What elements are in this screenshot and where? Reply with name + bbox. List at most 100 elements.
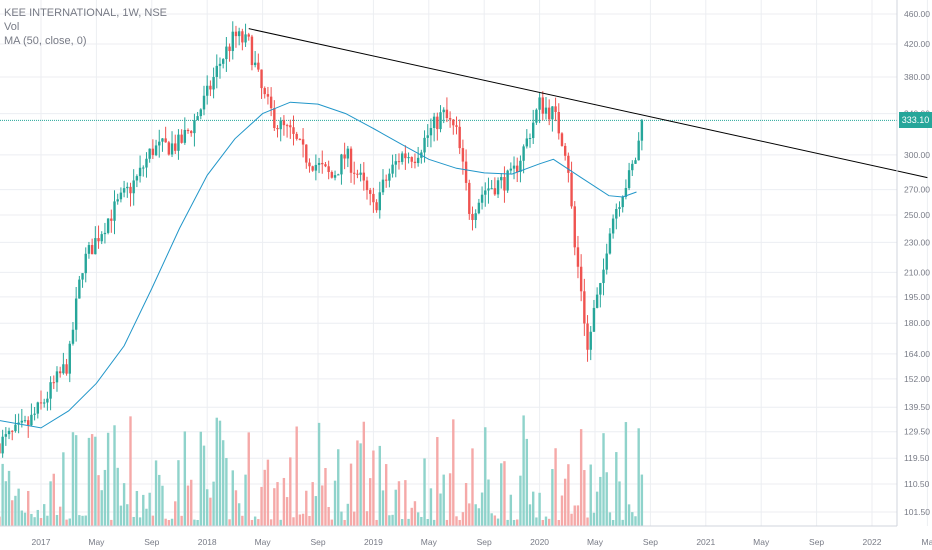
trend-line[interactable] <box>248 28 928 179</box>
candle-body <box>285 125 289 127</box>
volume-bar <box>372 450 375 526</box>
volume-bar <box>116 467 119 526</box>
volume-bar <box>375 519 378 526</box>
candle-body <box>464 161 468 183</box>
candle-body <box>611 218 615 234</box>
ma-legend[interactable]: MA (50, close, 0) <box>4 35 87 47</box>
volume-bar <box>532 491 535 526</box>
volume-bar <box>36 509 40 526</box>
candle-body <box>276 127 279 130</box>
volume-bar <box>0 516 1 526</box>
candle-body <box>241 31 244 43</box>
candle-body <box>436 116 439 130</box>
candle-body <box>84 253 87 274</box>
candle-body <box>298 138 302 140</box>
candle-body <box>257 62 260 70</box>
volume-bar <box>138 517 142 526</box>
y-tick-label: 195.00 <box>904 292 930 302</box>
volume-bar <box>65 519 68 526</box>
volume-bar <box>241 515 244 526</box>
volume-bar <box>135 490 139 526</box>
volume-bar <box>1 463 4 526</box>
volume-bar <box>500 463 503 526</box>
volume-bar <box>448 473 452 526</box>
candle-body <box>429 127 433 136</box>
candle-body <box>145 158 148 168</box>
volume-bar <box>538 492 541 526</box>
volume-bar <box>516 519 519 526</box>
volume-bar <box>541 519 544 526</box>
symbol-title[interactable]: KEE INTERNATIONAL, 1W, NSE <box>4 7 167 19</box>
volume-bar <box>384 464 388 526</box>
volume-bar <box>452 419 455 526</box>
y-tick-label: 152.00 <box>904 374 930 384</box>
volume-bar <box>362 421 366 526</box>
volume-bar <box>554 448 557 526</box>
candle-body <box>627 170 631 189</box>
volume-bar <box>369 478 372 526</box>
volume-bar <box>17 488 20 526</box>
volume-bar <box>356 440 359 526</box>
candle-body <box>500 177 503 181</box>
candle-body <box>359 172 362 175</box>
candle-body <box>1 436 4 454</box>
y-tick-label: 250.00 <box>904 210 930 220</box>
volume-bar <box>193 519 196 526</box>
y-tick-label: 110.50 <box>904 479 930 489</box>
volume-legend[interactable]: Vol <box>4 21 20 33</box>
volume-bar <box>631 512 634 526</box>
volume-bar <box>282 477 286 526</box>
candle-body <box>522 146 525 161</box>
candle-body <box>292 127 295 134</box>
volume-bar <box>266 459 270 526</box>
volume-bar <box>340 511 343 526</box>
candle-body <box>186 129 190 132</box>
candle-body <box>209 85 212 90</box>
candle-body <box>579 266 583 292</box>
candle-body <box>46 398 49 403</box>
volume-bar <box>321 485 324 526</box>
x-axis[interactable]: 2017 May Sep 2018 May Sep 2019 May Sep 2020 May Sep… <box>32 537 932 547</box>
x-tick-label: Sep <box>643 537 658 547</box>
candle-body <box>410 157 413 162</box>
volume-bar <box>209 497 212 526</box>
volume-bar <box>576 505 580 526</box>
candle-body <box>177 134 180 151</box>
volume-bar <box>218 420 222 526</box>
volume-bar <box>186 485 190 526</box>
candle-body <box>266 94 270 97</box>
candle-body <box>317 162 321 165</box>
volume-bar <box>23 512 27 526</box>
candle-body <box>260 69 263 89</box>
candle-body <box>190 131 193 134</box>
volume-bar <box>535 517 538 526</box>
y-tick-label: 129.50 <box>904 427 930 437</box>
candle-body <box>305 144 308 163</box>
volume-bar <box>496 518 500 526</box>
candle-body <box>448 118 452 120</box>
candle-body <box>516 165 519 173</box>
volume-bar <box>90 434 94 526</box>
volume-bar <box>308 515 311 526</box>
volume-bar <box>285 497 289 526</box>
volume-bars <box>0 415 644 526</box>
candle-body <box>132 180 135 194</box>
volume-bar <box>388 515 391 526</box>
volume-bar <box>132 516 135 526</box>
volume-bar <box>359 443 362 526</box>
volume-bar <box>346 503 350 526</box>
volume-bar <box>46 515 49 526</box>
y-axis[interactable]: 460.00420.00380.00340.00300.00270.00250.… <box>904 9 930 517</box>
candle-body <box>384 179 388 181</box>
volume-bar <box>113 425 116 526</box>
candle-body <box>327 166 330 173</box>
candle-body <box>397 161 401 163</box>
volume-bar <box>126 504 129 526</box>
candle-body <box>154 145 158 156</box>
candle-body <box>30 414 33 426</box>
candle-body <box>122 188 126 193</box>
candle-body <box>346 148 350 159</box>
volume-bar <box>400 519 404 526</box>
candle-body <box>39 402 43 404</box>
